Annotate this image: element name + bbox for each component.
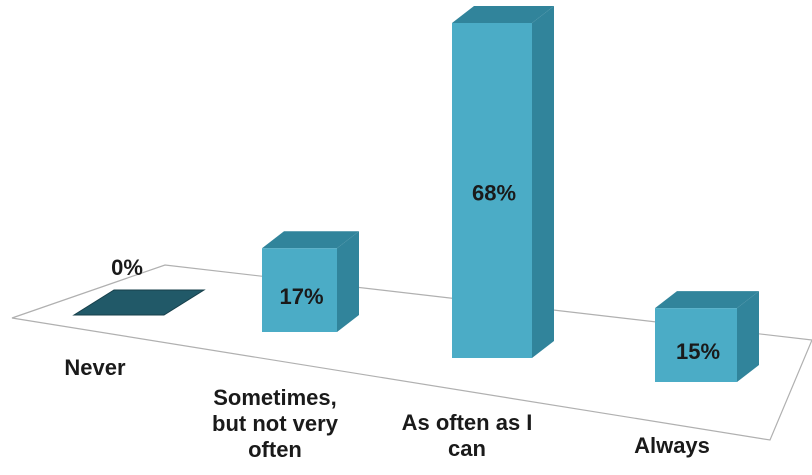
labels-group: 0% 17% 68% 15% Never Sometimes, but not very of… bbox=[64, 181, 720, 463]
bar-always bbox=[655, 308, 737, 382]
chart-floor bbox=[11, 264, 812, 441]
bar-sometimes bbox=[262, 248, 337, 332]
category-label-always: Always bbox=[634, 433, 710, 458]
bar-never bbox=[72, 289, 206, 316]
bar-often-side bbox=[532, 6, 554, 358]
bar-often bbox=[452, 23, 532, 358]
category-label-sometimes: Sometimes, but not very often bbox=[212, 385, 339, 462]
category-label-often-line-1: As often as I bbox=[402, 410, 533, 435]
data-label-sometimes: 17% bbox=[279, 284, 323, 309]
bar-always-top bbox=[655, 291, 759, 309]
category-label-never-line-1: Never bbox=[64, 355, 126, 380]
category-label-never: Never bbox=[64, 355, 126, 380]
data-label-always: 15% bbox=[676, 339, 720, 364]
bar-sometimes-side bbox=[337, 231, 359, 332]
bar-often-top bbox=[452, 6, 554, 23]
chart-floor-plane bbox=[11, 264, 812, 441]
bars-group bbox=[72, 6, 759, 382]
category-label-sometimes-line-2: but not very bbox=[212, 411, 339, 436]
data-label-often: 68% bbox=[472, 181, 516, 206]
category-label-often-line-2: can bbox=[448, 436, 486, 461]
bar-sometimes-top bbox=[262, 231, 359, 249]
bar-always-side bbox=[737, 291, 759, 382]
category-label-sometimes-line-3: often bbox=[248, 437, 302, 462]
category-label-always-line-1: Always bbox=[634, 433, 710, 458]
data-label-never: 0% bbox=[111, 255, 143, 280]
category-label-sometimes-line-1: Sometimes, bbox=[213, 385, 337, 410]
